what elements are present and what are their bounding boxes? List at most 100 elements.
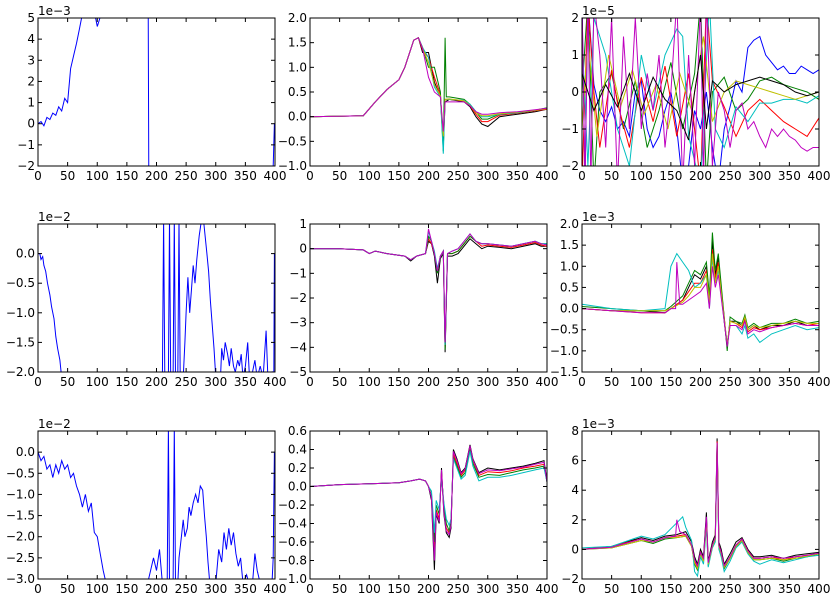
y-tick-label: −1 bbox=[17, 138, 35, 152]
x-tick-label: 50 bbox=[60, 582, 75, 596]
y-tick-label: −1.5 bbox=[550, 365, 579, 379]
y-tick-label: −0.5 bbox=[6, 466, 35, 480]
x-tick-label: 250 bbox=[719, 169, 742, 183]
x-tick-label: 250 bbox=[447, 375, 470, 389]
subplot-5: 0 50 100 150 200 250 300 350 400 −5 −4 −3 −2 −1 0 1 bbox=[289, 217, 558, 389]
y-tick-label: 0.4 bbox=[288, 443, 307, 457]
y-tick-label: −2 bbox=[561, 159, 579, 173]
y-tick-label: 2 bbox=[571, 11, 579, 25]
y-tick-label: 0.0 bbox=[288, 110, 307, 124]
x-tick-label: 0 bbox=[34, 582, 42, 596]
y-tick-label: −1.0 bbox=[278, 572, 307, 586]
y-tick-label: −2.0 bbox=[6, 365, 35, 379]
y-tick-label: 0.5 bbox=[288, 85, 307, 99]
y-tick-label: 0.0 bbox=[288, 480, 307, 494]
series-line-6 bbox=[582, 262, 819, 347]
x-tick-label: 100 bbox=[630, 169, 653, 183]
x-tick-label: 400 bbox=[536, 375, 559, 389]
series-line-1 bbox=[38, 224, 275, 372]
x-tick-label: 0 bbox=[306, 582, 314, 596]
x-tick-label: 400 bbox=[808, 582, 831, 596]
x-tick-label: 400 bbox=[264, 582, 287, 596]
x-tick-label: 250 bbox=[447, 169, 470, 183]
y-tick-label: 2 bbox=[571, 513, 579, 527]
subplot-8: 0 50 100 150 200 250 300 350 400 −1.0 −0.8 −0.6 −0.4… bbox=[278, 424, 559, 596]
series-line-1 bbox=[310, 444, 547, 570]
x-tick-label: 350 bbox=[506, 375, 529, 389]
plot-frame bbox=[309, 430, 548, 580]
x-tick-label: 100 bbox=[358, 169, 381, 183]
x-tick-label: 100 bbox=[86, 169, 109, 183]
y-tick-label: 0 bbox=[571, 542, 579, 556]
series-line-3 bbox=[310, 449, 547, 543]
y-tick-label: −0.8 bbox=[278, 554, 307, 568]
x-tick-label: 350 bbox=[234, 582, 257, 596]
subplot-6: 0 50 100 150 200 250 300 350 400 −1.5 −1.0 −0.5 0.0 0… bbox=[550, 210, 831, 389]
y-tick-label: −1.5 bbox=[6, 509, 35, 523]
x-tick-label: 300 bbox=[748, 375, 771, 389]
y-tick-label: 1.5 bbox=[288, 36, 307, 50]
y-tick-label: −1.0 bbox=[6, 306, 35, 320]
x-tick-label: 150 bbox=[387, 582, 410, 596]
x-tick-label: 350 bbox=[506, 169, 529, 183]
series-line-2 bbox=[582, 249, 819, 347]
x-tick-label: 350 bbox=[234, 375, 257, 389]
x-tick-label: 300 bbox=[204, 582, 227, 596]
series-line-5 bbox=[310, 228, 547, 343]
x-tick-label: 300 bbox=[476, 169, 499, 183]
series-line-1 bbox=[38, 431, 275, 579]
y-tick-label: 0.2 bbox=[288, 461, 307, 475]
y-tick-label: −0.5 bbox=[550, 323, 579, 337]
x-tick-label: 150 bbox=[659, 375, 682, 389]
x-tick-label: 400 bbox=[536, 169, 559, 183]
plot-frame bbox=[37, 430, 276, 580]
subplot-3: 0 50 100 150 200 250 300 350 400 −2 −1 0 1 2 1e−5 bbox=[561, 4, 830, 183]
y-tick-label: −2 bbox=[17, 159, 35, 173]
y-tick-label: 0.6 bbox=[288, 424, 307, 438]
x-tick-label: 150 bbox=[387, 169, 410, 183]
x-tick-label: 400 bbox=[536, 582, 559, 596]
subplot-1: 0 50 100 150 200 250 300 350 400 −2 −1 0 1 2 3 4 5 1e−3 bbox=[17, 4, 286, 183]
y-tick-label: 0.0 bbox=[560, 302, 579, 316]
x-tick-label: 200 bbox=[145, 169, 168, 183]
series-line-6 bbox=[582, 442, 819, 568]
x-tick-label: 400 bbox=[808, 375, 831, 389]
y-tick-label: 1 bbox=[299, 217, 307, 231]
series-line-4 bbox=[582, 252, 819, 344]
x-tick-label: 300 bbox=[476, 375, 499, 389]
axis-scale-label: 1e−3 bbox=[582, 210, 615, 224]
x-tick-label: 200 bbox=[417, 375, 440, 389]
y-tick-label: −2.5 bbox=[6, 551, 35, 565]
y-tick-label: 1.0 bbox=[288, 60, 307, 74]
x-tick-label: 100 bbox=[630, 582, 653, 596]
x-tick-label: 0 bbox=[578, 169, 586, 183]
subplot-7: 0 50 100 150 200 250 300 350 400 −3.0 −2.5 −2.0 −1.5… bbox=[6, 417, 287, 596]
series-line-1 bbox=[582, 240, 819, 347]
x-tick-label: 350 bbox=[234, 169, 257, 183]
axis-scale-label: 1e−2 bbox=[38, 417, 71, 431]
x-tick-label: 350 bbox=[778, 582, 801, 596]
series-line-4 bbox=[582, 453, 819, 578]
x-tick-label: 350 bbox=[506, 582, 529, 596]
x-tick-label: 200 bbox=[417, 582, 440, 596]
series-line-5 bbox=[310, 445, 547, 561]
plot-frame bbox=[581, 223, 820, 373]
series-line-6 bbox=[582, 18, 819, 166]
y-tick-label: 2.0 bbox=[560, 217, 579, 231]
y-tick-label: −1.0 bbox=[6, 487, 35, 501]
x-tick-label: 100 bbox=[358, 375, 381, 389]
y-tick-label: 0 bbox=[27, 117, 35, 131]
y-tick-label: −1.0 bbox=[550, 344, 579, 358]
series-line-5 bbox=[582, 253, 819, 345]
x-tick-label: 400 bbox=[264, 169, 287, 183]
subplot-2: 0 50 100 150 200 250 300 350 400 −1.0 −0.5 0.0 0.5 1.… bbox=[278, 11, 559, 183]
y-tick-label: 6 bbox=[571, 454, 579, 468]
series-line-3 bbox=[310, 234, 547, 350]
series-line-1 bbox=[38, 18, 275, 166]
axis-scale-label: 1e−5 bbox=[582, 4, 615, 18]
x-tick-label: 50 bbox=[332, 375, 347, 389]
x-tick-label: 200 bbox=[145, 582, 168, 596]
x-tick-label: 300 bbox=[748, 582, 771, 596]
y-tick-label: 0.0 bbox=[16, 247, 35, 261]
